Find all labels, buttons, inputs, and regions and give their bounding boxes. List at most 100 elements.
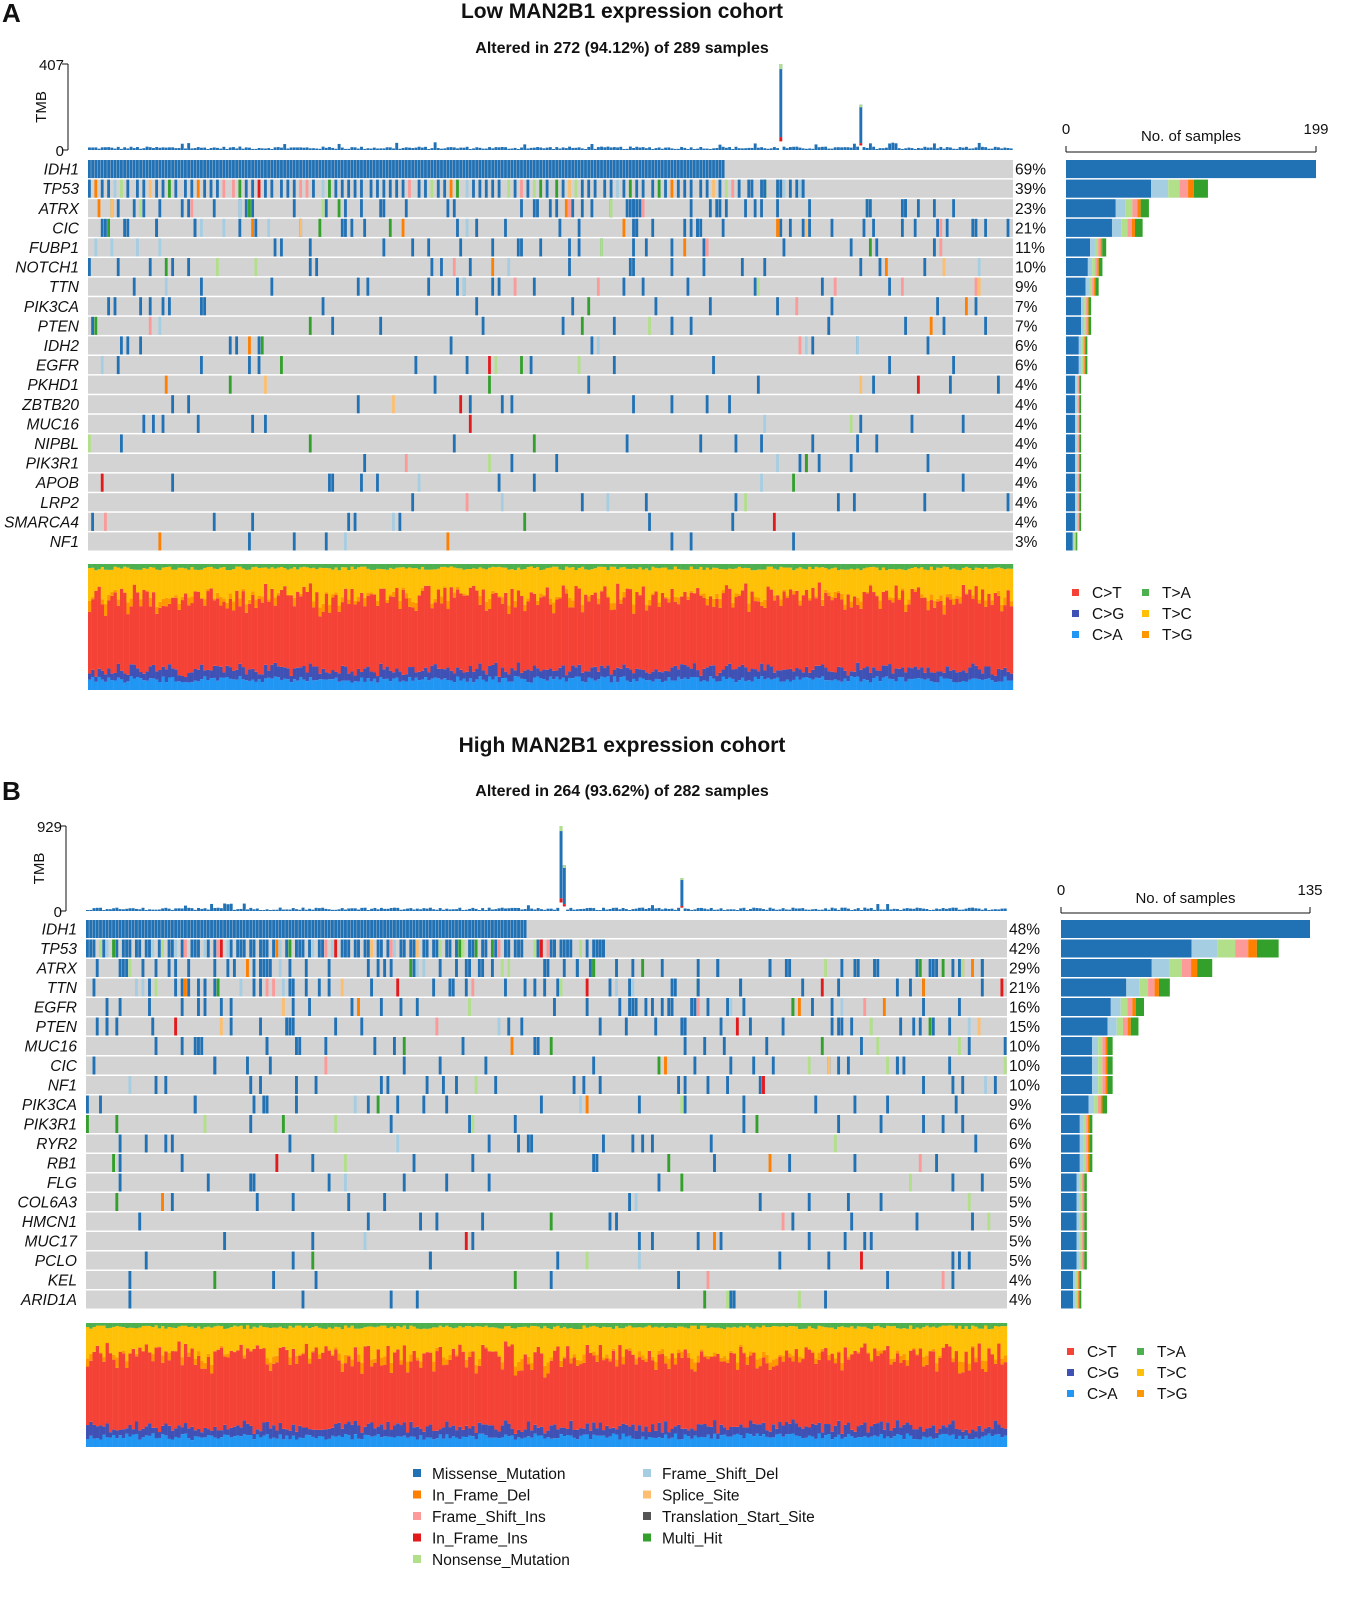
titv-bar-segment bbox=[641, 669, 646, 679]
titv-bar-segment bbox=[268, 1428, 273, 1439]
mutation-cell bbox=[452, 258, 456, 277]
titv-bar-segment bbox=[392, 564, 396, 569]
titv-bar-segment bbox=[139, 672, 143, 679]
titv-bar-segment bbox=[239, 1436, 243, 1447]
titv-bar-segment bbox=[344, 1424, 348, 1435]
titv-bar-segment bbox=[105, 1343, 110, 1424]
titv-bar-segment bbox=[129, 664, 134, 677]
mutation-cell bbox=[107, 179, 111, 198]
titv-bar-segment bbox=[292, 564, 297, 568]
titv-bar-segment bbox=[409, 1361, 413, 1422]
tmb-bar bbox=[242, 903, 246, 911]
mutation-cell bbox=[456, 218, 459, 237]
mutation-cell bbox=[974, 297, 978, 316]
tmb-bar bbox=[744, 148, 748, 150]
titv-bar-segment bbox=[200, 1323, 204, 1329]
titv-bar-segment bbox=[477, 1433, 482, 1447]
side-bar-segment bbox=[1105, 1037, 1108, 1055]
mutation-cell bbox=[244, 160, 248, 179]
titv-bar-segment bbox=[516, 567, 521, 591]
titv-bar-segment bbox=[94, 570, 98, 591]
mutation-cell bbox=[324, 199, 328, 218]
tmb-bar bbox=[273, 147, 277, 150]
titv-bar-segment bbox=[239, 1323, 243, 1326]
mutation-cell bbox=[808, 218, 811, 237]
mutation-cell bbox=[432, 978, 436, 997]
gene-label: EGFR bbox=[36, 358, 79, 375]
titv-bar-segment bbox=[788, 564, 793, 568]
gene-percent: 23% bbox=[1015, 201, 1046, 218]
titv-bar-segment bbox=[744, 564, 748, 568]
titv-bar-segment bbox=[254, 671, 258, 682]
titv-bar-segment bbox=[542, 679, 546, 690]
titv-bar-segment bbox=[344, 1323, 348, 1326]
titv-bar-segment bbox=[945, 666, 950, 679]
titv-bar-segment bbox=[923, 564, 927, 570]
mutation-cell bbox=[608, 978, 612, 997]
mutation-cell bbox=[382, 199, 386, 218]
titv-bar-segment bbox=[125, 1428, 129, 1434]
mutation-cell bbox=[689, 532, 693, 551]
mutation-cell bbox=[251, 218, 255, 237]
row-background bbox=[88, 434, 1013, 453]
mutation-cell bbox=[539, 939, 543, 958]
mutation-cell bbox=[768, 1154, 772, 1172]
titv-bar-segment bbox=[363, 606, 367, 669]
tmb-bar bbox=[696, 148, 700, 150]
titv-bar-segment bbox=[945, 594, 950, 598]
titv-bar-segment bbox=[464, 1437, 469, 1447]
titv-bar-segment bbox=[440, 603, 444, 669]
titv-bar-segment bbox=[331, 679, 335, 690]
titv-bar-segment bbox=[254, 681, 258, 690]
titv-bar-segment bbox=[500, 1328, 505, 1363]
titv-bar-segment bbox=[126, 674, 130, 682]
mutation-cell bbox=[427, 238, 431, 257]
mutation-cell bbox=[935, 959, 939, 977]
mutation-cell bbox=[638, 160, 642, 179]
tmb-bar bbox=[635, 146, 639, 150]
titv-bar-segment bbox=[347, 564, 351, 571]
titv-bar-segment bbox=[170, 1323, 175, 1328]
tmb-bar bbox=[833, 908, 837, 911]
mutation-cell bbox=[520, 238, 523, 257]
titv-bar-segment bbox=[331, 594, 335, 598]
tmb-bar bbox=[562, 904, 566, 907]
mutation-cell bbox=[296, 160, 299, 179]
side-bar-segment bbox=[1072, 532, 1075, 551]
titv-bar-segment bbox=[782, 567, 786, 590]
gene-row-egfr: EGFR 6% bbox=[36, 356, 1088, 375]
tmb-bar bbox=[183, 905, 187, 911]
mutation-cell bbox=[942, 258, 946, 277]
mutation-cell bbox=[577, 218, 581, 237]
mutation-cell bbox=[510, 920, 514, 938]
mutation-cell bbox=[317, 939, 321, 958]
titv-bar-segment bbox=[456, 667, 460, 677]
titv-bar-segment bbox=[888, 664, 892, 679]
mutation-cell bbox=[239, 978, 243, 997]
side-bar-segment bbox=[1061, 1173, 1077, 1192]
tmb-bar bbox=[891, 142, 895, 150]
mutation-cell bbox=[95, 1017, 99, 1036]
mutation-cell bbox=[549, 1037, 553, 1055]
mutation-cell bbox=[657, 160, 661, 179]
titv-bar-segment bbox=[155, 679, 159, 690]
titv-bar-segment bbox=[171, 597, 175, 669]
mutation-cell bbox=[158, 316, 162, 335]
mutation-cell bbox=[399, 939, 403, 958]
titv-bar-segment bbox=[936, 567, 940, 599]
side-bar-segment bbox=[1061, 1076, 1092, 1094]
tmb-bar bbox=[869, 907, 873, 911]
titv-bar-segment bbox=[904, 672, 908, 682]
titv-bar-segment bbox=[177, 564, 182, 568]
titv-bar-segment bbox=[200, 679, 204, 690]
tmb-bar bbox=[417, 146, 421, 150]
mutation-cell bbox=[622, 160, 626, 179]
titv-bar-segment bbox=[337, 1422, 341, 1436]
mutation-cell bbox=[438, 959, 442, 977]
titv-bar-segment bbox=[363, 1345, 368, 1347]
side-bar-segment bbox=[1094, 277, 1096, 296]
titv-bar-segment bbox=[177, 1425, 181, 1438]
mutation-cell bbox=[158, 532, 162, 551]
titv-bar-segment bbox=[929, 564, 934, 567]
titv-bar-segment bbox=[425, 1352, 430, 1427]
